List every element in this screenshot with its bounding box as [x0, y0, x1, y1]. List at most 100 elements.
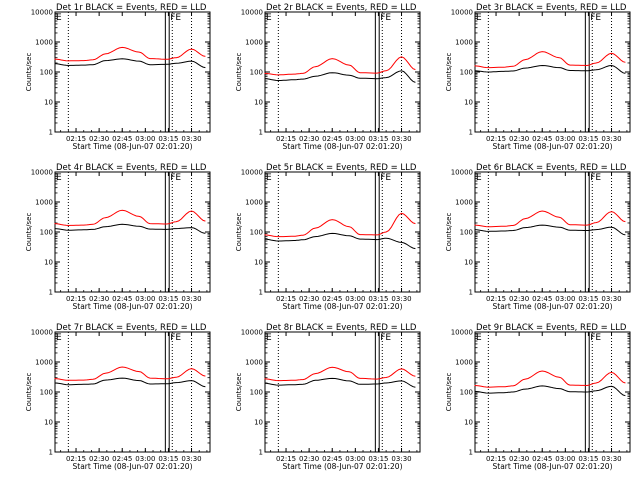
series-line-events: [474, 224, 626, 236]
y-tick-label: 10: [464, 419, 473, 427]
y-tick-label: 10: [44, 99, 53, 107]
y-axis-label: Counts/sec: [25, 53, 33, 92]
y-tick-label: 1000: [35, 199, 53, 207]
x-tick-label: 03:00: [555, 295, 575, 303]
x-tick-label: 02:15: [66, 135, 86, 143]
flag-left-label: E: [56, 173, 62, 183]
flag-left-label: E: [266, 173, 272, 183]
flag-right-label: FE: [170, 173, 181, 183]
x-tick-label: 03:00: [135, 135, 155, 143]
y-axis-label: Counts/sec: [25, 213, 33, 252]
y-tick-label: 10000: [451, 169, 473, 177]
x-tick-label: 03:30: [601, 455, 621, 463]
y-tick-label: 10: [44, 419, 53, 427]
panel-title: Det 6r BLACK = Events, RED = LLD: [476, 163, 627, 173]
detector-panel-8: Det 8r BLACK = Events, RED = LLD 1 10 100 10…: [235, 323, 421, 471]
x-tick-label: 02:45: [532, 455, 552, 463]
series-line-lld: [264, 212, 416, 238]
y-tick-label: 1000: [245, 199, 263, 207]
x-axis-label: Start Time (08-Jun-07 02:01:20): [73, 462, 193, 471]
panel-title: Det 2r BLACK = Events, RED = LLD: [266, 3, 417, 13]
x-tick-label: 02:45: [112, 135, 132, 143]
y-tick-label: 10000: [451, 9, 473, 17]
plot-frame: [474, 171, 631, 293]
y-tick-label: 10: [254, 419, 263, 427]
y-axis-label: Counts/sec: [445, 53, 453, 92]
y-tick-label: 10000: [241, 9, 263, 17]
x-tick-label: 03:15: [158, 455, 178, 463]
x-tick-label: 03:30: [181, 135, 201, 143]
y-tick-label: 100: [250, 229, 263, 237]
y-axis-label: Counts/sec: [235, 53, 243, 92]
x-tick-label: 02:30: [299, 295, 319, 303]
x-axis-label: Start Time (08-Jun-07 02:01:20): [73, 302, 193, 311]
x-tick-label: 03:00: [345, 135, 365, 143]
x-tick-label: 03:30: [601, 295, 621, 303]
y-tick-label: 100: [40, 389, 53, 397]
series-line-events: [474, 64, 626, 74]
x-tick-label: 03:30: [391, 295, 411, 303]
x-tick-label: 03:30: [391, 135, 411, 143]
y-tick-label: 1: [469, 129, 473, 137]
plot-frame: [54, 171, 211, 293]
x-tick-label: 03:15: [578, 295, 598, 303]
flag-left-label: E: [476, 173, 482, 183]
y-tick-label: 10000: [451, 329, 473, 337]
y-axis-label: Counts/sec: [445, 213, 453, 252]
panel-title: Det 5r BLACK = Events, RED = LLD: [266, 163, 417, 173]
panel-title: Det 3r BLACK = Events, RED = LLD: [476, 3, 627, 13]
y-tick-label: 10000: [241, 169, 263, 177]
series-line-lld: [264, 366, 416, 382]
x-tick-label: 03:30: [181, 455, 201, 463]
series-line-lld: [474, 370, 626, 388]
x-tick-label: 02:15: [276, 295, 296, 303]
y-tick-label: 10: [44, 259, 53, 267]
x-axis-label: Start Time (08-Jun-07 02:01:20): [283, 142, 403, 151]
plot-frame: [54, 11, 211, 133]
x-tick-label: 02:45: [532, 295, 552, 303]
x-tick-label: 03:30: [601, 135, 621, 143]
y-tick-label: 1: [259, 289, 263, 297]
y-tick-label: 100: [460, 229, 473, 237]
flag-left-label: E: [476, 333, 482, 343]
x-tick-label: 02:15: [66, 295, 86, 303]
x-tick-label: 02:45: [112, 455, 132, 463]
y-tick-label: 10000: [241, 329, 263, 337]
series-line-events: [474, 385, 626, 397]
x-tick-label: 02:30: [299, 135, 319, 143]
panel-title: Det 8r BLACK = Events, RED = LLD: [266, 323, 417, 333]
series-line-lld: [474, 210, 626, 228]
y-tick-label: 100: [40, 69, 53, 77]
x-tick-label: 02:30: [89, 455, 109, 463]
y-tick-label: 1: [259, 129, 263, 137]
panel-title: Det 9r BLACK = Events, RED = LLD: [476, 323, 627, 333]
y-tick-label: 100: [40, 229, 53, 237]
flag-right-label: FE: [590, 333, 601, 343]
detector-panel-2: Det 2r BLACK = Events, RED = LLD 1 10 100 10…: [235, 3, 421, 151]
flag-right-label: FE: [170, 333, 181, 343]
y-axis-label: Counts/sec: [25, 373, 33, 412]
panel-title: Det 7r BLACK = Events, RED = LLD: [56, 323, 207, 333]
series-line-lld: [264, 56, 416, 76]
x-axis-label: Start Time (08-Jun-07 02:01:20): [493, 462, 613, 471]
plot-frame: [54, 331, 211, 453]
x-tick-label: 02:15: [486, 455, 506, 463]
y-tick-label: 10: [464, 99, 473, 107]
flag-right-label: FE: [590, 13, 601, 23]
x-tick-label: 03:15: [578, 135, 598, 143]
flag-left-label: E: [56, 13, 62, 23]
flag-left-label: E: [266, 333, 272, 343]
x-tick-label: 03:30: [391, 455, 411, 463]
x-tick-label: 02:45: [112, 295, 132, 303]
y-tick-label: 10: [254, 99, 263, 107]
y-axis-label: Counts/sec: [445, 373, 453, 412]
y-tick-label: 10000: [31, 169, 53, 177]
x-tick-label: 03:00: [555, 455, 575, 463]
series-line-events: [264, 377, 416, 388]
x-tick-label: 02:30: [509, 135, 529, 143]
y-tick-label: 1000: [35, 359, 53, 367]
detector-panel-1: Det 1r BLACK = Events, RED = LLD 1 10 100 10…: [25, 3, 211, 151]
x-tick-label: 03:15: [158, 295, 178, 303]
x-tick-label: 03:00: [345, 455, 365, 463]
x-tick-label: 02:45: [532, 135, 552, 143]
